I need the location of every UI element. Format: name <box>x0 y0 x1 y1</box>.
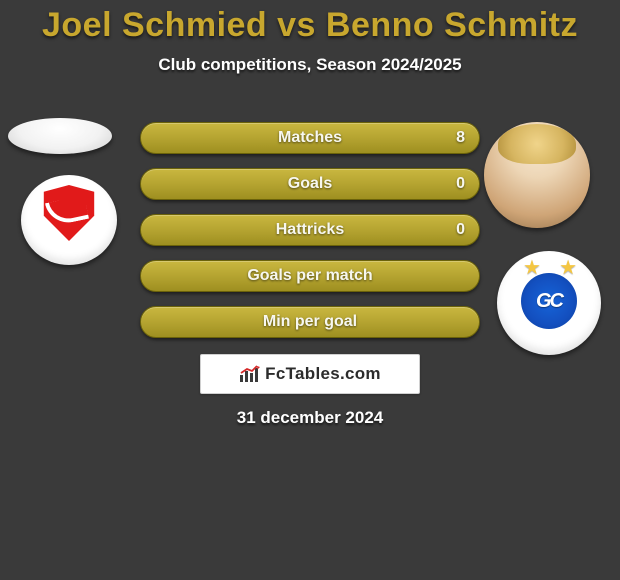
club-right-crest: ★ ★ GC <box>497 251 601 355</box>
subtitle: Club competitions, Season 2024/2025 <box>0 55 620 75</box>
crest-monogram: GC <box>521 273 577 329</box>
stat-row-hattricks: Hattricks 0 <box>140 214 480 246</box>
brand-label: FcTables.com <box>265 364 381 384</box>
stat-label: Matches <box>141 129 479 147</box>
brand-box[interactable]: FcTables.com <box>200 354 420 394</box>
stats-panel: Matches 8 Goals 0 Hattricks 0 Goals per … <box>140 122 480 352</box>
player-left-avatar <box>8 118 112 154</box>
club-left-crest <box>21 175 117 265</box>
crest-inner-circle: GC <box>521 273 577 329</box>
stat-label: Goals per match <box>141 267 479 285</box>
stat-right-value: 0 <box>453 175 465 193</box>
player-right-avatar <box>484 122 590 228</box>
stat-row-goals: Goals 0 <box>140 168 480 200</box>
stat-label: Hattricks <box>141 221 479 239</box>
comparison-card: Joel Schmied vs Benno Schmitz Club compe… <box>0 0 620 580</box>
stat-right-value: 8 <box>453 129 465 147</box>
stat-right-value: 0 <box>453 221 465 239</box>
snapshot-date: 31 december 2024 <box>0 408 620 428</box>
stat-label: Min per goal <box>141 313 479 331</box>
stat-label: Goals <box>141 175 479 193</box>
stat-row-min-per-goal: Min per goal <box>140 306 480 338</box>
stat-row-goals-per-match: Goals per match <box>140 260 480 292</box>
brand-chart-icon <box>239 365 261 383</box>
stat-row-matches: Matches 8 <box>140 122 480 154</box>
page-title: Joel Schmied vs Benno Schmitz <box>0 0 620 45</box>
